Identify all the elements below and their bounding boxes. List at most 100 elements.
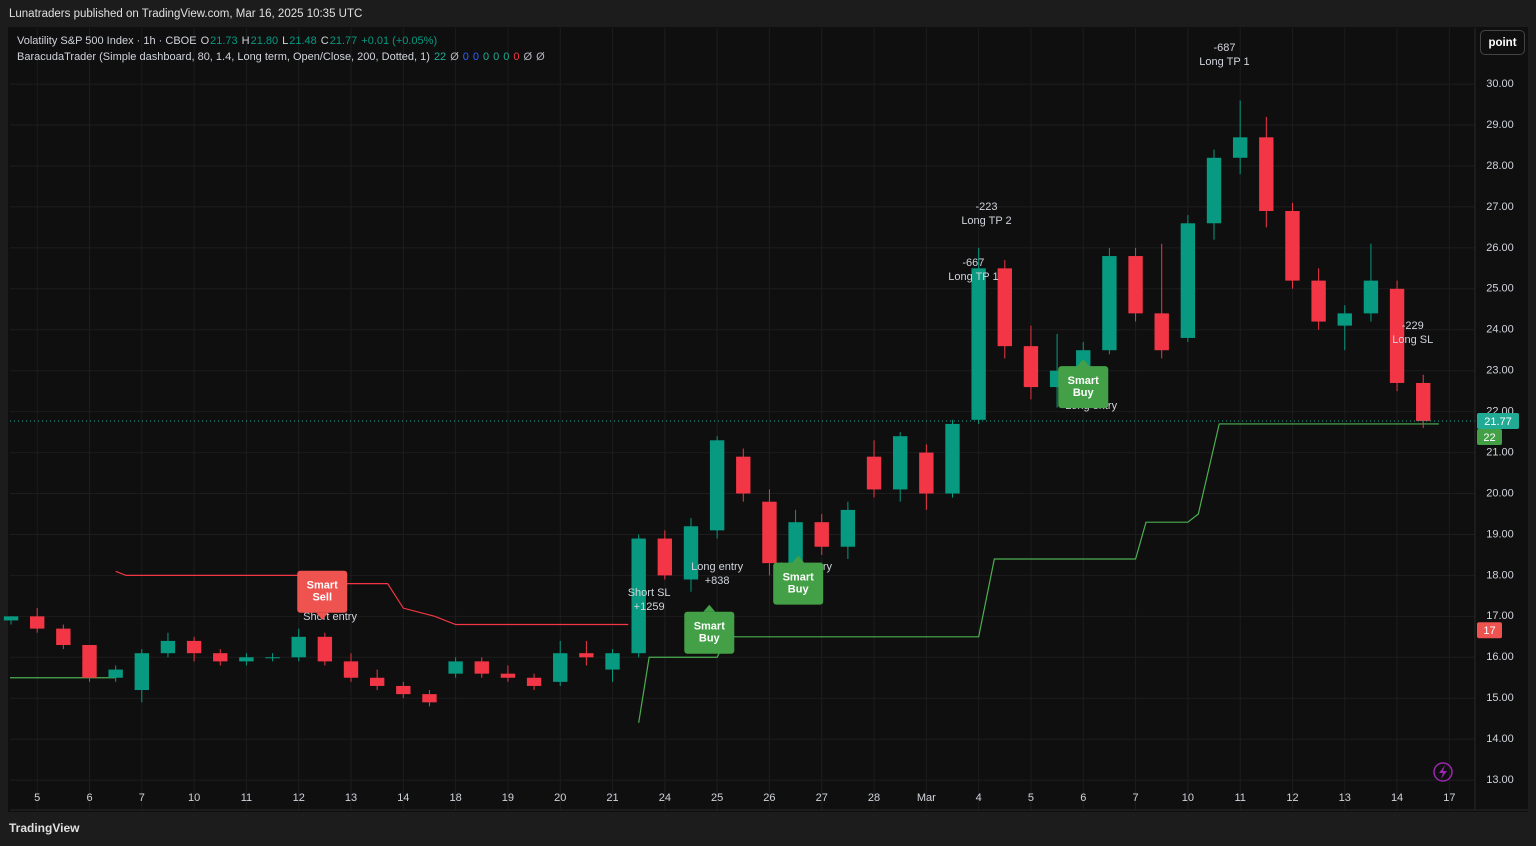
brand: TradingView [9,821,80,835]
y-tick-label: 27.00 [1486,201,1514,213]
candle-body [500,673,516,678]
candle-body [1154,313,1169,351]
stop-line [115,570,629,626]
ohlc-value: 21.80 [250,35,279,47]
signal-box [684,611,735,654]
x-tick-label: 10 [188,792,200,804]
candle-body [919,452,934,494]
y-tick-label: 13.00 [1486,774,1514,786]
candle-body [1311,280,1326,322]
x-tick-label: Mar [917,792,936,804]
candle-body [1416,382,1431,422]
annotation-text: Long TP 1 [1199,56,1249,68]
indicator-value: 0 [493,51,500,63]
candle-body [239,657,254,662]
ohlc-key: L [282,35,289,47]
candle-body [579,653,594,658]
candle-body [30,616,45,629]
ohlc-key: O [200,35,210,47]
x-tick-label: 26 [763,792,775,804]
candle-body [3,616,19,621]
indicator-value: 22 [433,51,447,63]
x-tick-label: 10 [1182,792,1194,804]
candle-body [526,677,542,686]
candle-body [474,661,489,674]
ohlc-value: 21.48 [289,35,317,47]
signal-text: Smart [1068,375,1100,387]
y-tick-label: 21.00 [1486,446,1514,458]
candle-body [1232,137,1248,158]
candle-body [291,636,306,658]
x-tick-label: 25 [711,792,723,804]
x-tick-label: 11 [241,792,252,804]
y-tick-label: 15.00 [1486,692,1514,704]
candle-body [657,538,673,576]
axes: 13.00 14.00 15.00 16.00 17.00 18.00 19.00 20.00… [10,28,1528,811]
candle-body [788,522,803,564]
x-tick-label: 17 [1443,792,1455,804]
annotation-text: -223 [975,201,997,213]
indicator-name: BaracudaTrader (Simple dashboard, 80, 1.… [17,51,430,63]
signal-box [773,562,824,605]
y-tick-label: 17.00 [1486,610,1514,622]
symbol-title: Volatility S&P 500 Index · 1h · CBOE [17,35,197,47]
alert-bolt [1439,765,1447,779]
x-tick-label: 7 [1132,792,1138,804]
publish-header: Lunatraders published on TradingView.com… [9,8,363,20]
candle-body [553,653,568,682]
y-tick-label: 18.00 [1486,569,1514,581]
signal-pointer [703,604,716,612]
indicator-value: 0 [462,51,469,63]
x-tick-label: 6 [86,792,92,804]
indicator-value: 0 [472,51,479,63]
candle-body [108,669,123,678]
candle-body [814,522,829,547]
point-button[interactable]: point [1480,30,1525,55]
x-tick-label: 27 [816,792,828,804]
indicator-legend: BaracudaTrader (Simple dashboard, 80, 1.… [17,51,549,63]
candle-body [1180,223,1196,338]
candle-body [997,268,1012,347]
x-tick-label: 28 [868,792,880,804]
candle-body [1128,256,1143,314]
y-tick-label: 25.00 [1486,283,1514,295]
y-tick-label: 28.00 [1486,160,1514,172]
ohlc-value: 21.77 [329,35,358,47]
candle-body [343,661,359,678]
annotation-text: Short entry [303,611,357,623]
indicator-tag-label: 17 [1483,625,1495,637]
candle-body [160,640,176,654]
x-tick-label: 6 [1080,792,1086,804]
signal-text: Smart [307,580,339,592]
indicator-value: 0 [503,51,510,63]
indicator-value: Ø [523,51,533,63]
indicator-tag-label: 22 [1483,432,1495,444]
x-tick-label: 12 [1286,792,1298,804]
ohlc-value: 21.73 [210,35,238,47]
indicator-value: Ø [450,51,459,63]
candle-body [134,653,149,691]
x-tick-label: 20 [554,792,566,804]
annotation-text: -229 [1402,320,1424,332]
y-tick-label: 20.00 [1486,487,1514,499]
x-tick-label: 14 [397,792,409,804]
annotation-text: -687 [1213,42,1235,54]
alert-icon[interactable] [1433,762,1453,782]
candle-body [1206,157,1222,224]
candle-body [82,645,97,678]
y-tick-label: 24.00 [1486,324,1514,336]
x-tick-label: 5 [1028,792,1034,804]
annotation-text: -667 [962,257,984,269]
candle-body [396,685,411,695]
signal-text: Smart [783,571,815,583]
x-tick-label: 13 [1339,792,1351,804]
candle-body [213,653,228,662]
annotation-text: Short SL [628,587,671,599]
indicator-value: 0 [513,51,520,63]
candle-body [1389,288,1405,383]
annotation-text: Long TP 1 [948,271,998,283]
ohlc-key: H [241,35,250,47]
candle-body [1285,211,1300,281]
candle-body [605,653,620,670]
